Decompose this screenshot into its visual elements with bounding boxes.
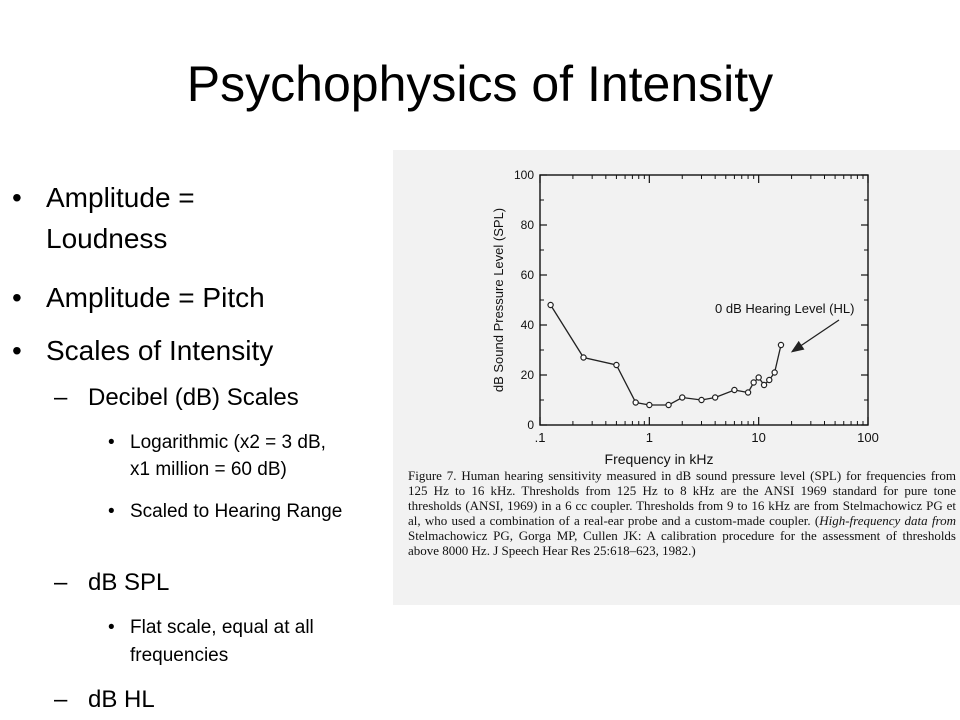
bullet-item: • Amplitude = Pitch [12,281,265,315]
data-point [632,399,639,406]
bullet-item: x1 million = 60 dB) [130,457,287,483]
bullet-text: frequencies [130,645,229,666]
plot-frame [539,174,869,426]
caption-label: Figure 7. [408,468,457,483]
bullet-text: x1 million = 60 dB) [130,459,287,480]
x-axis-label: Frequency in kHz [605,451,714,467]
bullet-marker: • [12,335,22,366]
y-axis-label: dB Sound Pressure Level (SPL) [491,208,506,392]
bullet-item: • Logarithmic (x2 = 3 dB, [108,430,326,456]
bullet-item: – dB SPL [54,568,170,598]
x-tick-label: .1 [535,430,546,445]
bullet-marker: • [108,432,115,453]
bullet-text: Scaled to Hearing Range [130,501,343,522]
figure-caption: Figure 7. Human hearing sensitivity meas… [408,468,956,558]
caption-text-a: Human hearing sensitivity measured in dB… [408,468,957,528]
bullet-text: Decibel (dB) Scales [88,384,299,411]
bullet-item: • Flat scale, equal at all [108,615,314,641]
bullet-text: Amplitude = Pitch [46,282,265,313]
data-point [777,341,785,349]
data-point [766,376,773,384]
hearing-threshold-figure: 0 20 40 60 80 100 .1 1 10 100 dB Sound Pressure L… [393,150,960,605]
y-tick-label: 60 [521,268,535,282]
bullet-list: • Amplitude = Loudness • Amplitude = Pit… [0,0,400,720]
bullet-item: • Scaled to Hearing Range [108,499,343,525]
data-point [646,401,653,409]
x-tick-label: 100 [857,430,879,445]
bullet-item: • Scales of Intensity [12,334,274,368]
y-tick-label: 40 [521,318,535,332]
data-point [711,394,719,401]
bullet-text: Flat scale, equal at all [130,617,314,638]
bullet-item: Loudness [46,222,167,256]
slide-title: Psychophysics of Intensity [186,56,774,112]
bullet-text: Amplitude = [46,182,195,213]
y-tick-label: 100 [514,168,534,182]
data-point [750,379,757,386]
data-point [755,374,762,381]
bullet-marker: – [54,384,68,411]
bullet-marker: • [12,182,22,213]
bullet-marker: – [54,569,68,596]
y-tick-label: 0 [527,418,534,432]
hearing-threshold-chart: 0 20 40 60 80 100 .1 1 10 100 dB Sound Pressure L… [491,168,879,467]
data-point [760,381,768,389]
x-tick-label: 10 [751,430,765,445]
bullet-marker: • [12,282,22,313]
bullet-marker: • [108,501,115,522]
bullet-item: • Amplitude = [12,181,195,215]
data-point [547,301,554,309]
x-tick-label: 1 [646,430,653,445]
bullet-text: Logarithmic (x2 = 3 dB, [130,432,326,453]
data-point [771,369,778,376]
chart-annotation: 0 dB Hearing Level (HL) [715,301,854,316]
bullet-text: Loudness [46,223,168,254]
data-point [698,396,705,404]
data-point [580,354,587,361]
data-point [731,386,738,394]
data-point [665,401,672,409]
caption-text-b: Stelmachowicz PG, Gorga MP, Cullen JK: A… [408,528,956,558]
data-point [679,394,686,401]
data-point [744,389,752,396]
bullet-item: – Decibel (dB) Scales [54,383,299,413]
bullet-text: dB SPL [88,569,170,596]
bullet-text: Scales of Intensity [46,335,274,366]
bullet-item: – dB HL [54,685,155,715]
bullet-item: frequencies [130,643,228,669]
bullet-text: dB HL [88,686,155,713]
data-point [613,361,620,369]
bullet-marker: • [108,617,115,638]
y-tick-label: 80 [521,218,535,232]
bullet-marker: – [54,686,68,713]
annotation-arrow [790,319,840,353]
caption-italic: High-frequency data from [819,513,956,528]
y-tick-label: 20 [521,368,535,382]
